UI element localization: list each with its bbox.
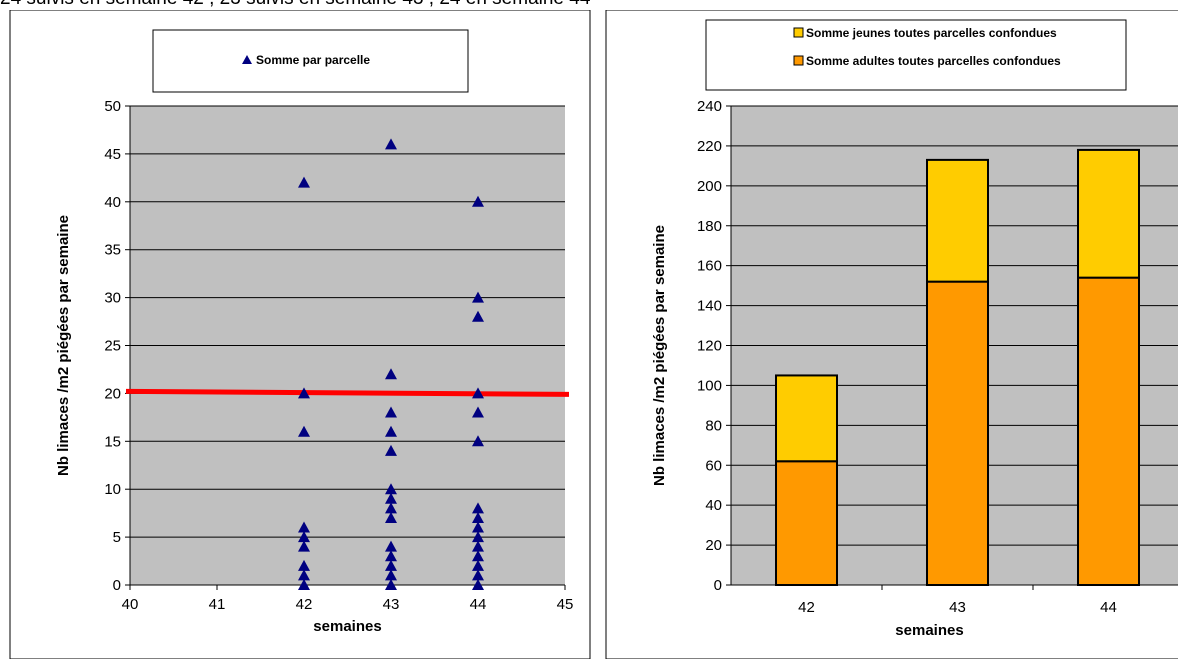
data-point (472, 569, 484, 581)
data-point (385, 492, 397, 504)
y-tick-label: 100 (697, 377, 722, 394)
data-point (298, 176, 310, 188)
legend-label: Somme par parcelle (256, 53, 370, 67)
legend-swatch (793, 27, 804, 38)
x-tick-label: 42 (296, 596, 313, 613)
threshold-line (125, 388, 570, 397)
data-point (472, 521, 484, 533)
data-point (298, 579, 310, 590)
data-point (472, 531, 484, 543)
data-point (385, 540, 397, 552)
x-tick-label: 44 (470, 596, 487, 613)
x-axis-title: semaines (313, 618, 381, 635)
figure-caption: 24 suivis en semaine 42 , 23 suivis en s… (0, 0, 1178, 10)
data-point (472, 511, 484, 523)
x-tick-label: 45 (557, 596, 574, 613)
data-point (472, 435, 484, 447)
data-point (385, 483, 397, 495)
legend-box (152, 29, 469, 93)
y-tick-label: 10 (104, 481, 121, 498)
data-point (385, 444, 397, 456)
bar-segment (1077, 276, 1140, 586)
y-tick-label: 40 (104, 194, 121, 211)
y-tick-label: 50 (104, 98, 121, 115)
bar-segment (775, 460, 838, 586)
data-point (472, 579, 484, 590)
data-point (298, 540, 310, 552)
data-point (385, 559, 397, 571)
data-point (385, 511, 397, 523)
data-point (472, 559, 484, 571)
bar-segment (926, 280, 989, 586)
legend-marker (242, 55, 252, 64)
y-tick-label: 140 (697, 298, 722, 315)
data-point (472, 387, 484, 399)
x-tick-label: 40 (122, 596, 139, 613)
y-axis-title: Nb limaces /m2 piégées par semaine (55, 215, 72, 476)
data-point (385, 550, 397, 562)
x-tick-label: 41 (209, 596, 226, 613)
y-tick-label: 220 (697, 138, 722, 155)
y-tick-label: 80 (705, 417, 722, 434)
y-tick-label: 35 (104, 242, 121, 259)
x-tick-label: 42 (798, 599, 815, 616)
data-point (385, 569, 397, 581)
legend-swatch (793, 55, 804, 66)
x-tick-label: 44 (1100, 599, 1117, 616)
data-point (472, 540, 484, 552)
data-point (385, 425, 397, 437)
stacked-bar-chart: 0 20 40 60 80 100 120 140 160 180 200 220 240 42 43 44 s… (605, 10, 1178, 659)
y-tick-label: 20 (705, 537, 722, 554)
data-point (385, 138, 397, 150)
data-point (298, 531, 310, 543)
scatter-chart: 0 5 10 15 20 25 30 35 40 45 50 40 41 42 43 44 45 semaines… (9, 10, 591, 659)
data-point (385, 368, 397, 380)
data-point (298, 569, 310, 581)
y-tick-label: 5 (113, 529, 121, 546)
y-tick-label: 180 (697, 218, 722, 235)
x-axis-title: semaines (895, 622, 963, 639)
data-point (472, 195, 484, 207)
y-tick-label: 45 (104, 146, 121, 163)
y-tick-label: 120 (697, 338, 722, 355)
data-point (472, 550, 484, 562)
data-point (472, 406, 484, 418)
y-tick-label: 30 (104, 290, 121, 307)
data-point (472, 502, 484, 514)
data-point (472, 310, 484, 322)
x-tick-label: 43 (383, 596, 400, 613)
data-point (298, 559, 310, 571)
legend-label: Somme adultes toutes parcelles confondue… (806, 54, 1061, 68)
y-tick-label: 15 (104, 433, 121, 450)
y-axis-title: Nb limaces /m2 piégées par semaine (651, 225, 668, 486)
legend-label: Somme jeunes toutes parcelles confondues (806, 26, 1057, 40)
y-tick-label: 200 (697, 178, 722, 195)
data-point (385, 502, 397, 514)
y-tick-label: 0 (714, 577, 722, 594)
x-tick-label: 43 (949, 599, 966, 616)
y-tick-label: 20 (104, 385, 121, 402)
y-tick-label: 160 (697, 258, 722, 275)
legend-box (705, 19, 1127, 91)
bar-segment (926, 158, 989, 283)
data-point (298, 387, 310, 399)
data-point (385, 406, 397, 418)
y-tick-label: 25 (104, 338, 121, 355)
bar-segment (775, 374, 838, 463)
y-tick-label: 0 (113, 577, 121, 594)
data-point (385, 579, 397, 590)
data-point (298, 425, 310, 437)
y-tick-label: 240 (697, 98, 722, 115)
y-tick-label: 40 (705, 497, 722, 514)
y-tick-label: 60 (705, 457, 722, 474)
data-point (298, 521, 310, 533)
bar-segment (1077, 148, 1140, 279)
data-point (472, 291, 484, 303)
